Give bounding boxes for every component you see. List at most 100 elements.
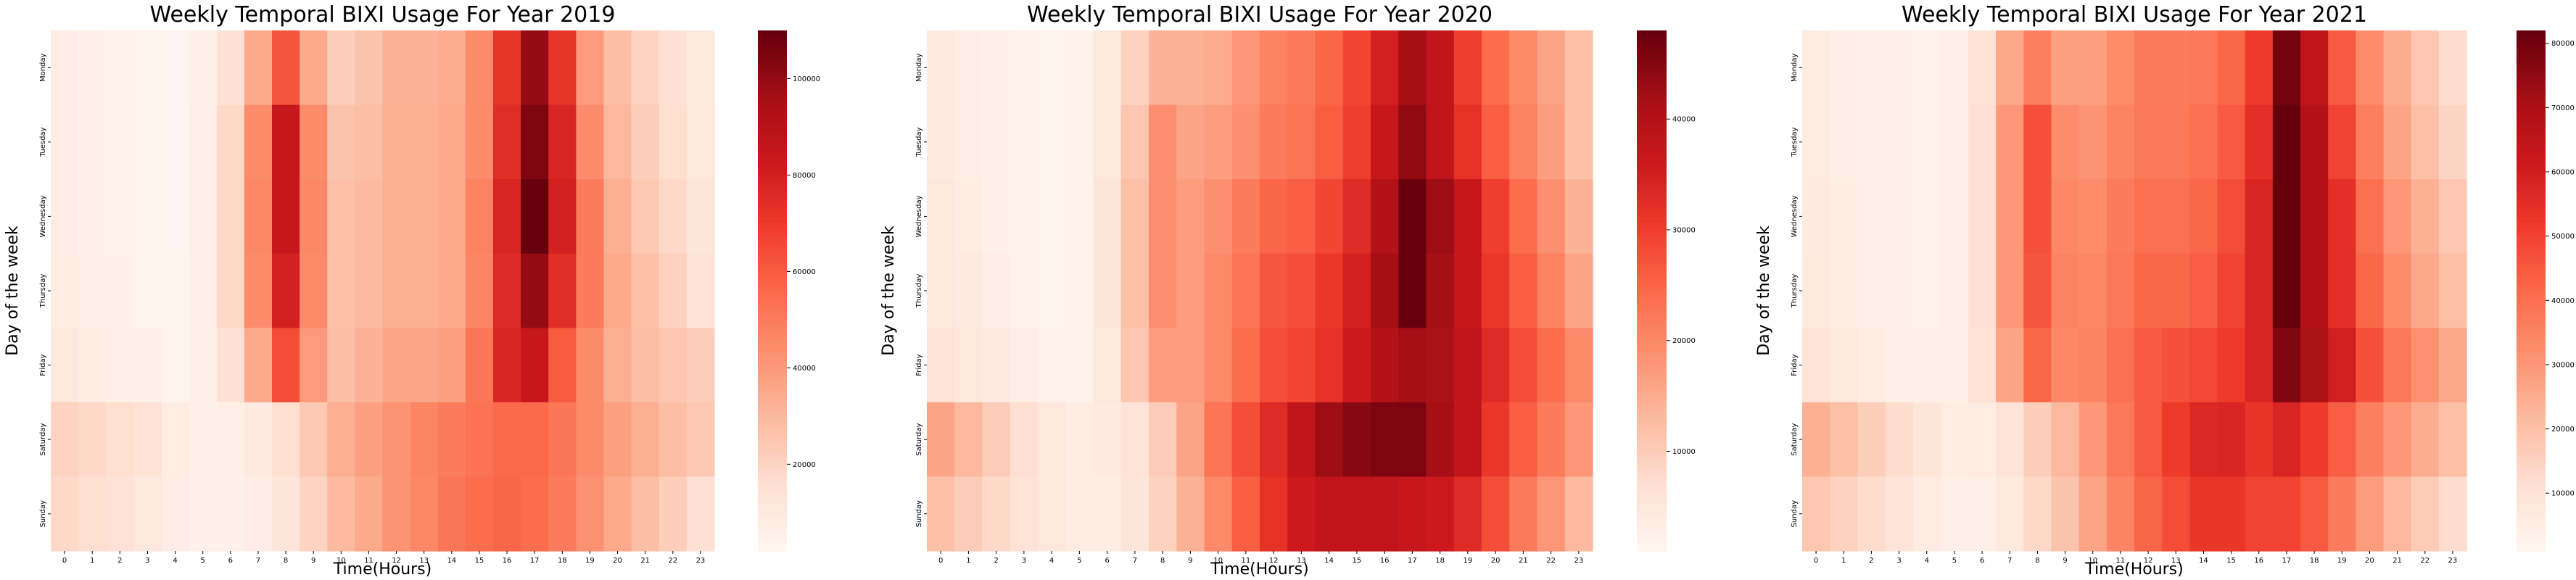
colorbar-segment <box>2517 269 2546 274</box>
x-tick-label: 4 <box>1925 557 1929 565</box>
heatmap-cell <box>161 104 190 180</box>
colorbar-segment <box>758 234 787 239</box>
x-tick-label: 6 <box>1980 557 1984 565</box>
heatmap-cell <box>2411 104 2440 180</box>
heatmap-cell <box>106 104 134 180</box>
heatmap-cell <box>244 179 273 254</box>
heatmap-cell <box>1038 328 1066 403</box>
colorbar-segment <box>758 147 787 153</box>
heatmap-cell <box>1885 476 1914 552</box>
heatmap-cell <box>410 253 439 328</box>
colorbar-segment <box>1637 204 1667 210</box>
heatmap-cell <box>1038 30 1066 106</box>
colorbar-segment <box>1637 503 1667 508</box>
colorbar-segment <box>758 273 787 278</box>
heatmap-cell <box>51 402 79 478</box>
heatmap-cell <box>2217 179 2246 254</box>
colorbar-segment <box>1637 191 1667 196</box>
colorbar-segment <box>1637 307 1667 313</box>
heatmap-cell <box>576 476 605 552</box>
x-tick-label: 1 <box>1841 557 1846 565</box>
colorbar-segment <box>1637 347 1667 352</box>
heatmap-cell <box>2245 179 2274 254</box>
colorbar-segment <box>2517 547 2546 552</box>
heatmap-cell <box>493 179 521 254</box>
colorbar-segment <box>2517 303 2546 309</box>
x-tick-label: 3 <box>1022 557 1026 565</box>
colorbar-segment <box>2517 265 2546 270</box>
heatmap-cell <box>2162 328 2190 403</box>
heatmap-cell <box>1482 476 1510 552</box>
colorbar-segment <box>758 152 787 157</box>
heatmap-cell <box>954 328 983 403</box>
colorbar-segment <box>758 529 787 534</box>
colorbar-segment <box>2517 481 2546 487</box>
colorbar-segment <box>758 386 787 392</box>
heatmap-cell <box>133 402 162 478</box>
colorbar-segment <box>1637 355 1667 361</box>
colorbar-segment <box>758 286 787 291</box>
colorbar-segment <box>758 508 787 513</box>
colorbar-tick-label: 10000 <box>2551 490 2575 498</box>
colorbar-segment <box>2517 490 2546 496</box>
heatmap-cell <box>272 328 300 403</box>
x-tick-label: 10 <box>2088 557 2097 565</box>
colorbar-segment <box>2517 368 2546 374</box>
heatmap-cell <box>2217 104 2246 180</box>
colorbar-segment <box>1637 299 1667 304</box>
colorbar-segment <box>2517 508 2546 513</box>
colorbar-segment <box>2517 178 2546 183</box>
heatmap-cell <box>2411 30 2440 106</box>
x-tick-label: 0 <box>938 557 943 565</box>
heatmap-cell <box>106 253 134 328</box>
chart-title: Weekly Temporal BIXI Usage For Year 2020 <box>1027 2 1493 28</box>
heatmap-cell <box>1564 253 1593 328</box>
heatmap-cell <box>1287 253 1316 328</box>
colorbar-tick-label: 40000 <box>793 365 816 373</box>
heatmap-cell <box>51 179 79 254</box>
heatmap-cell <box>659 328 688 403</box>
x-tick-label: 21 <box>640 557 650 565</box>
colorbar-segment <box>1637 407 1667 413</box>
heatmap-cell <box>437 328 466 403</box>
heatmap-cell <box>272 253 300 328</box>
heatmap-cell <box>1149 328 1177 403</box>
heatmap-cell <box>1968 402 1997 478</box>
heatmap-cell <box>1940 402 1969 478</box>
heatmap-cell <box>631 179 660 254</box>
colorbar-segment <box>758 34 787 40</box>
colorbar-segment <box>1637 468 1667 474</box>
heatmap-cell <box>927 30 955 106</box>
heatmap-cell <box>2245 30 2274 106</box>
heatmap-cell <box>1857 253 1886 328</box>
heatmap-cell <box>2300 328 2329 403</box>
x-tick-label: 9 <box>311 557 315 565</box>
heatmap-cell <box>1398 402 1427 478</box>
heatmap-cell <box>1010 476 1039 552</box>
heatmap-cell <box>2438 30 2467 106</box>
heatmap-cell <box>78 30 107 106</box>
colorbar-segment <box>758 112 787 118</box>
colorbar-segment <box>2517 47 2546 53</box>
heatmap-cell <box>1509 104 1538 180</box>
colorbar-segment <box>2517 294 2546 300</box>
heatmap-cell <box>465 104 494 180</box>
colorbar-segment <box>2517 147 2546 153</box>
heatmap-cell <box>1426 104 1455 180</box>
heatmap-cell <box>1968 30 1997 106</box>
colorbar-segment <box>758 407 787 413</box>
heatmap-cell <box>2189 476 2218 552</box>
colorbar-segment <box>1637 278 1667 283</box>
heatmap-cell <box>1802 253 1830 328</box>
heatmap-cell <box>1885 253 1914 328</box>
x-tick-label: 18 <box>1435 557 1445 565</box>
colorbar-segment <box>2517 477 2546 483</box>
chart-title: Weekly Temporal BIXI Usage For Year 2021 <box>1902 2 2367 28</box>
colorbar-segment <box>1637 512 1667 517</box>
heatmap-cell <box>2245 328 2274 403</box>
heatmap-cell <box>1398 30 1427 106</box>
heatmap-cell <box>300 476 328 552</box>
heatmap-cell <box>2106 402 2135 478</box>
colorbar-segment <box>2517 377 2546 383</box>
